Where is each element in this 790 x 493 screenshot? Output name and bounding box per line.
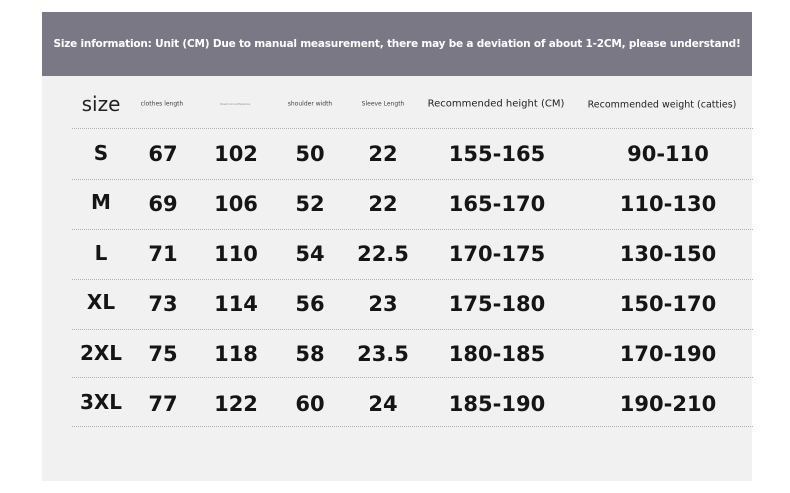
row-divider: [72, 128, 753, 129]
chest-value: 110: [214, 242, 258, 266]
height-value: 170-175: [448, 242, 546, 266]
sleeve-value: 22.5: [357, 242, 409, 266]
banner-text: Size information: Unit (CM) Due to manua…: [53, 38, 741, 50]
size-label: 3XL: [79, 390, 123, 414]
size-label: XL: [86, 290, 116, 314]
weight-value: 110-130: [619, 192, 717, 216]
row-divider: [72, 229, 753, 230]
header-recommended-height: Recommended height (CM): [427, 98, 565, 110]
size-label: S: [93, 141, 109, 165]
shoulder-value: 50: [295, 142, 325, 166]
header-recommended-weight: Recommended weight (catties): [587, 99, 737, 111]
shoulder-value: 60: [295, 392, 325, 416]
chest-value: 106: [214, 192, 258, 216]
weight-value: 130-150: [619, 242, 717, 266]
clothes-length-value: 77: [148, 392, 178, 416]
header-sleeve-length: Sleeve Length: [361, 100, 405, 108]
size-label: L: [94, 241, 108, 265]
shoulder-value: 56: [295, 292, 325, 316]
shoulder-value: 58: [295, 342, 325, 366]
height-value: 180-185: [448, 342, 546, 366]
size-label: M: [91, 190, 111, 214]
weight-value: 190-210: [619, 392, 717, 416]
clothes-length-value: 71: [148, 242, 178, 266]
clothes-length-value: 73: [148, 292, 178, 316]
clothes-length-value: 69: [148, 192, 178, 216]
row-divider: [72, 179, 753, 180]
shoulder-value: 52: [295, 192, 325, 216]
size-label: 2XL: [79, 341, 123, 365]
row-divider: [72, 377, 753, 378]
weight-value: 150-170: [619, 292, 717, 316]
weight-value: 90-110: [627, 142, 709, 166]
header-shoulder-width: shoulder width: [287, 100, 333, 108]
sleeve-value: 24: [368, 392, 398, 416]
row-divider: [72, 329, 753, 330]
height-value: 185-190: [448, 392, 546, 416]
row-divider: [72, 279, 753, 280]
chest-value: 114: [214, 292, 258, 316]
header-clothes-length: clothes length: [140, 100, 184, 108]
height-value: 165-170: [448, 192, 546, 216]
height-value: 155-165: [448, 142, 546, 166]
sleeve-value: 23: [368, 292, 398, 316]
row-divider: [72, 426, 753, 427]
weight-value: 170-190: [619, 342, 717, 366]
header-chest-circumference: chest circumference: [219, 102, 251, 106]
size-info-banner: Size information: Unit (CM) Due to manua…: [42, 12, 752, 76]
chest-value: 118: [214, 342, 258, 366]
chest-value: 102: [214, 142, 258, 166]
shoulder-value: 54: [295, 242, 325, 266]
sleeve-value: 23.5: [357, 342, 409, 366]
sleeve-value: 22: [368, 142, 398, 166]
chest-value: 122: [214, 392, 258, 416]
clothes-length-value: 67: [148, 142, 178, 166]
sleeve-value: 22: [368, 192, 398, 216]
height-value: 175-180: [448, 292, 546, 316]
clothes-length-value: 75: [148, 342, 178, 366]
size-chart: Size information: Unit (CM) Due to manua…: [42, 12, 753, 481]
header-size: size: [81, 92, 121, 116]
